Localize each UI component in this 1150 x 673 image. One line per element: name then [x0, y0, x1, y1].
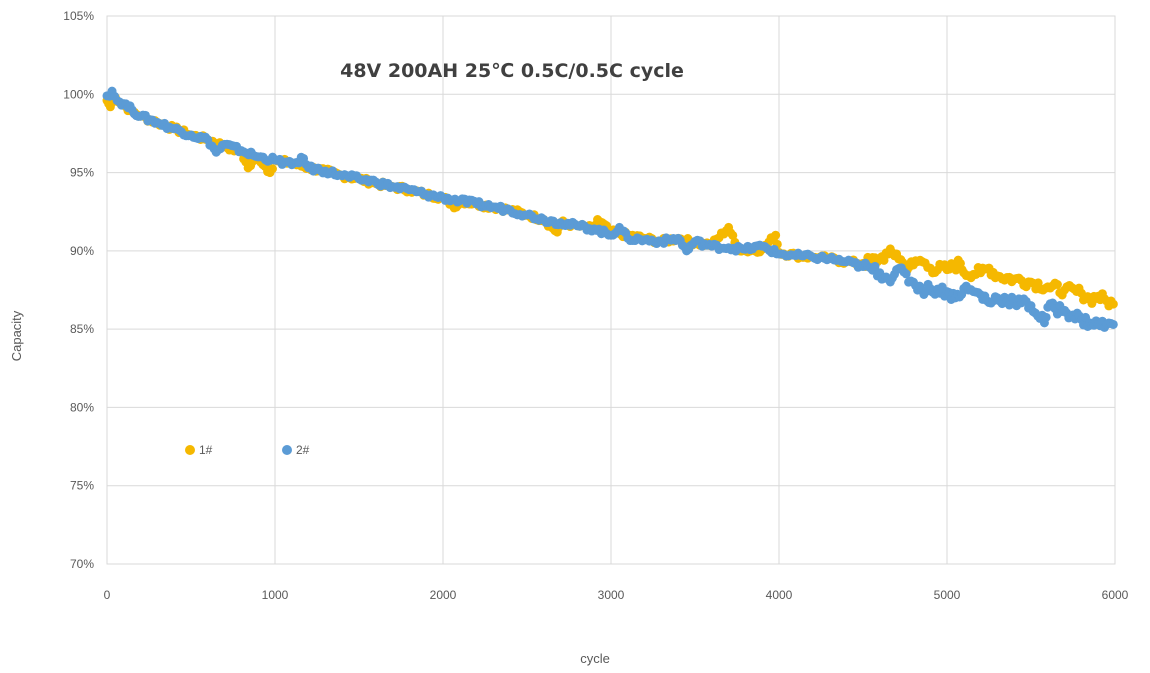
x-tick-label: 5000 [934, 588, 961, 602]
y-tick-label: 80% [70, 400, 94, 414]
y-tick-label: 70% [70, 557, 94, 571]
legend-marker-2 [282, 445, 292, 455]
gridlines [107, 15, 1115, 565]
chart-title: 48V 200AH 25℃ 0.5C/0.5C cycle [340, 60, 684, 82]
data-point [728, 230, 738, 240]
data-point [1052, 280, 1062, 290]
x-tick-label: 1000 [262, 588, 289, 602]
y-tick-label: 90% [70, 244, 94, 258]
x-axis-title: cycle [580, 651, 610, 666]
y-tick-label: 105% [63, 9, 94, 23]
x-tick-label: 4000 [766, 588, 793, 602]
legend: 1# 2# [185, 443, 310, 457]
x-tick-label: 3000 [598, 588, 625, 602]
series-2 [102, 86, 1118, 332]
data-point [1108, 319, 1118, 329]
legend-label-2: 2# [296, 443, 310, 457]
y-axis-title: Capacity [9, 310, 24, 361]
data-point [267, 164, 277, 174]
y-tick-label: 95% [70, 166, 94, 180]
data-point [1108, 299, 1118, 309]
legend-label-1: 1# [199, 443, 213, 457]
legend-marker-1 [185, 445, 195, 455]
x-tick-labels: 0 1000 2000 3000 4000 5000 6000 [104, 588, 1129, 602]
data-point [901, 269, 911, 279]
x-tick-label: 2000 [430, 588, 457, 602]
data-point [879, 255, 889, 265]
data-point [870, 261, 880, 271]
y-tick-label: 100% [63, 87, 94, 101]
data-point [1041, 312, 1051, 322]
x-tick-label: 6000 [1102, 588, 1129, 602]
data-point [771, 230, 781, 240]
data-points [102, 86, 1118, 332]
y-tick-label: 85% [70, 322, 94, 336]
y-tick-labels: 70% 75% 80% 85% 90% 95% 100% 105% [63, 9, 94, 571]
x-tick-label: 0 [104, 588, 111, 602]
y-tick-label: 75% [70, 479, 94, 493]
